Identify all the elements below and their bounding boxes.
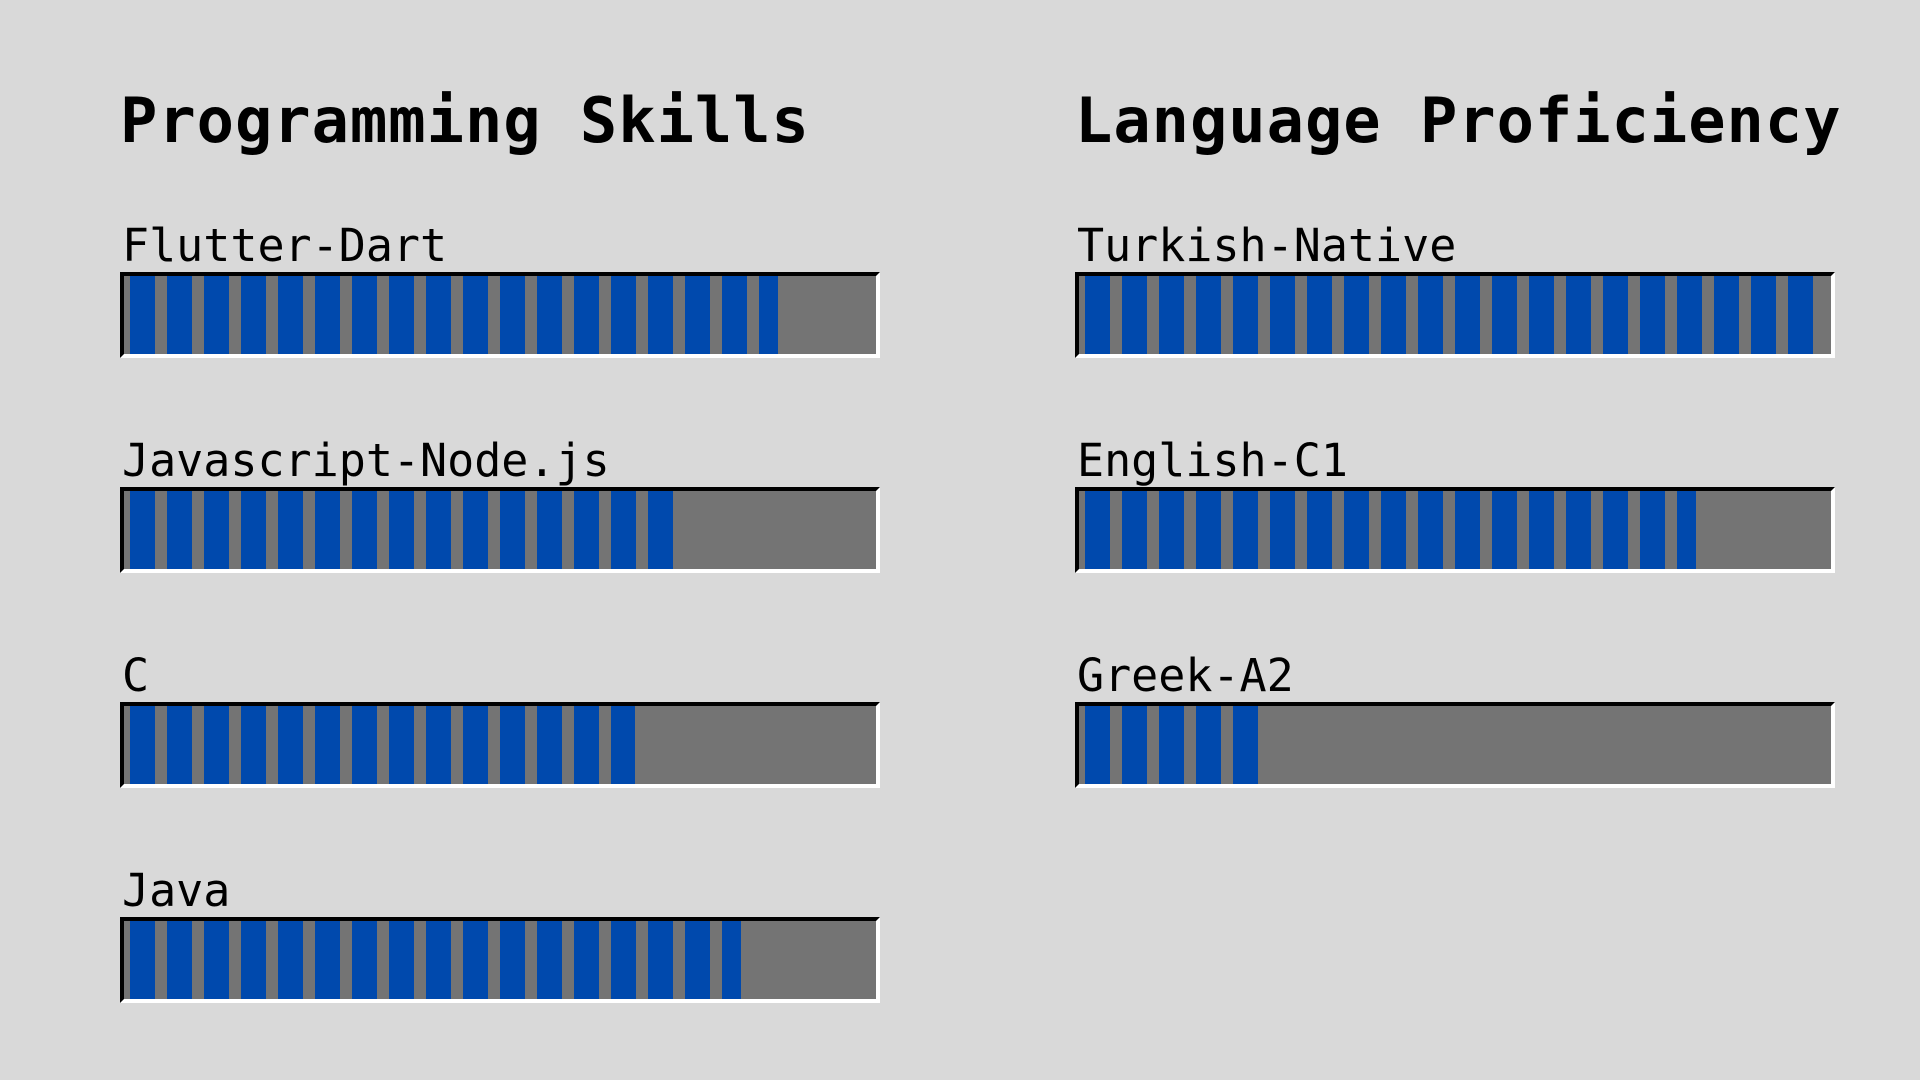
skill-java: Java <box>120 865 884 1015</box>
progress-bar <box>120 487 880 573</box>
progress-fill <box>1079 276 1816 354</box>
progress-bar <box>120 702 880 788</box>
progress-fill <box>1079 491 1696 569</box>
skill-label: Flutter-Dart <box>122 219 448 272</box>
progress-fill <box>1079 706 1260 784</box>
language-proficiency-title: Language Proficiency <box>1075 84 1842 157</box>
progress-bar <box>120 272 880 358</box>
language-label: Turkish-Native <box>1077 219 1457 272</box>
language-label: Greek-A2 <box>1077 649 1294 702</box>
skill-flutter-dart: Flutter-Dart <box>120 220 884 370</box>
progress-fill <box>124 706 636 784</box>
progress-fill <box>124 921 741 999</box>
skill-javascript-nodejs: Javascript-Node.js <box>120 435 884 585</box>
programming-skills-title: Programming Skills <box>120 84 810 157</box>
progress-fill <box>124 276 779 354</box>
progress-bar <box>1075 702 1835 788</box>
progress-fill <box>124 491 673 569</box>
skill-label: C <box>122 649 150 702</box>
skill-c: C <box>120 650 884 800</box>
skill-label: Java <box>122 864 231 917</box>
language-turkish: Turkish-Native <box>1075 220 1839 370</box>
language-label: English-C1 <box>1077 434 1348 487</box>
language-greek: Greek-A2 <box>1075 650 1839 800</box>
skill-label: Javascript-Node.js <box>122 434 610 487</box>
progress-bar <box>1075 487 1835 573</box>
progress-bar <box>1075 272 1835 358</box>
language-english: English-C1 <box>1075 435 1839 585</box>
progress-bar <box>120 917 880 1003</box>
